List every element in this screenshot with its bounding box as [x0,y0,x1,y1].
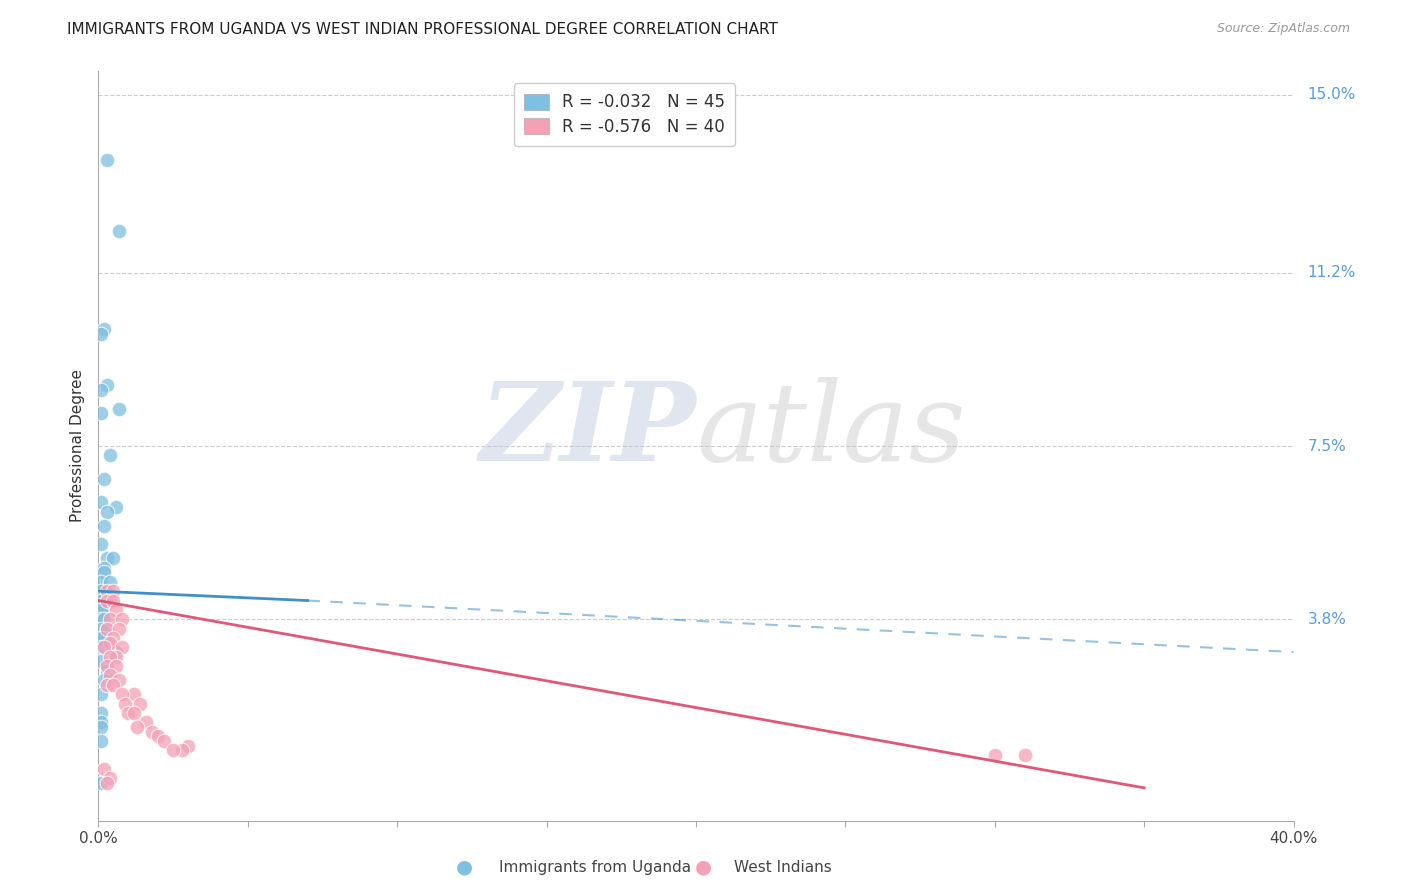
Point [98,449,122,463]
Text: ●: ● [695,857,711,877]
Point [103,631,125,645]
Point [96,678,118,692]
Point [1014,747,1036,762]
Point [135,715,157,730]
Point [124,706,146,720]
Point [984,747,1007,762]
Point [93,631,115,645]
Point [93,603,115,617]
Point [172,743,194,757]
Point [127,720,149,734]
Point [90,612,112,626]
Point [105,659,128,673]
Point [162,743,184,757]
Point [93,640,115,655]
Point [111,612,134,626]
Point [105,603,128,617]
Point [98,612,122,626]
Point [90,593,112,607]
Point [111,687,134,701]
Point [96,505,118,519]
Text: Immigrants from Uganda: Immigrants from Uganda [499,860,692,874]
Point [108,622,131,636]
Point [98,635,122,649]
Point [96,378,118,392]
Point [96,584,118,599]
Point [90,495,112,509]
Point [93,673,115,688]
Point [90,687,112,701]
Point [90,574,112,589]
Point [103,593,125,607]
Text: ZIP: ZIP [479,377,696,484]
Point [93,589,115,603]
Point [90,734,112,748]
Point [98,574,122,589]
Point [124,687,146,701]
Point [93,566,115,580]
Point [93,322,115,336]
Point [129,697,152,711]
Point [90,537,112,551]
Point [90,631,112,645]
Point [90,584,112,599]
Y-axis label: Professional Degree: Professional Degree [69,369,84,523]
Point [96,776,118,790]
Point [96,551,118,566]
Point [90,603,112,617]
Text: ●: ● [456,857,472,877]
Point [108,223,131,237]
Point [90,655,112,669]
Point [98,772,122,786]
Text: Source: ZipAtlas.com: Source: ZipAtlas.com [1216,22,1350,36]
Point [90,640,112,655]
Point [108,673,131,688]
Point [103,678,125,692]
Point [90,715,112,730]
Text: 3.8%: 3.8% [1308,612,1347,627]
Point [96,153,118,168]
Point [117,706,139,720]
Point [103,551,125,566]
Point [96,659,118,673]
Point [96,622,118,636]
Point [108,401,131,416]
Text: atlas: atlas [696,377,966,484]
Point [90,776,112,790]
Point [90,326,112,341]
Point [96,593,118,607]
Point [105,649,128,664]
Point [98,593,122,607]
Point [141,724,163,739]
Point [96,664,118,678]
Point [177,739,200,753]
Point [90,622,112,636]
Point [96,622,118,636]
Point [105,645,128,659]
Point [103,584,125,599]
Point [93,472,115,486]
Point [90,406,112,420]
Point [98,649,122,664]
Text: IMMIGRANTS FROM UGANDA VS WEST INDIAN PROFESSIONAL DEGREE CORRELATION CHART: IMMIGRANTS FROM UGANDA VS WEST INDIAN PR… [67,22,779,37]
Point [93,762,115,776]
Point [114,697,136,711]
Point [93,561,115,575]
Point [90,383,112,397]
Legend: R = -0.032   N = 45, R = -0.576   N = 40: R = -0.032 N = 45, R = -0.576 N = 40 [513,84,735,146]
Point [90,706,112,720]
Point [93,518,115,533]
Point [98,668,122,682]
Text: West Indians: West Indians [734,860,832,874]
Text: 15.0%: 15.0% [1308,87,1355,103]
Point [105,500,128,514]
Point [148,730,170,744]
Point [90,720,112,734]
Point [90,598,112,612]
Point [153,734,176,748]
Text: 7.5%: 7.5% [1308,439,1346,453]
Point [111,640,134,655]
Point [93,612,115,626]
Text: 11.2%: 11.2% [1308,265,1355,280]
